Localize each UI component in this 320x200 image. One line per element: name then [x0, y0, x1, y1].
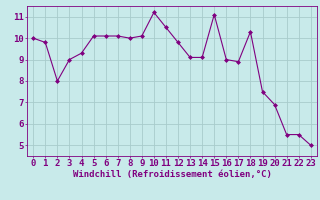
X-axis label: Windchill (Refroidissement éolien,°C): Windchill (Refroidissement éolien,°C) [73, 170, 271, 179]
